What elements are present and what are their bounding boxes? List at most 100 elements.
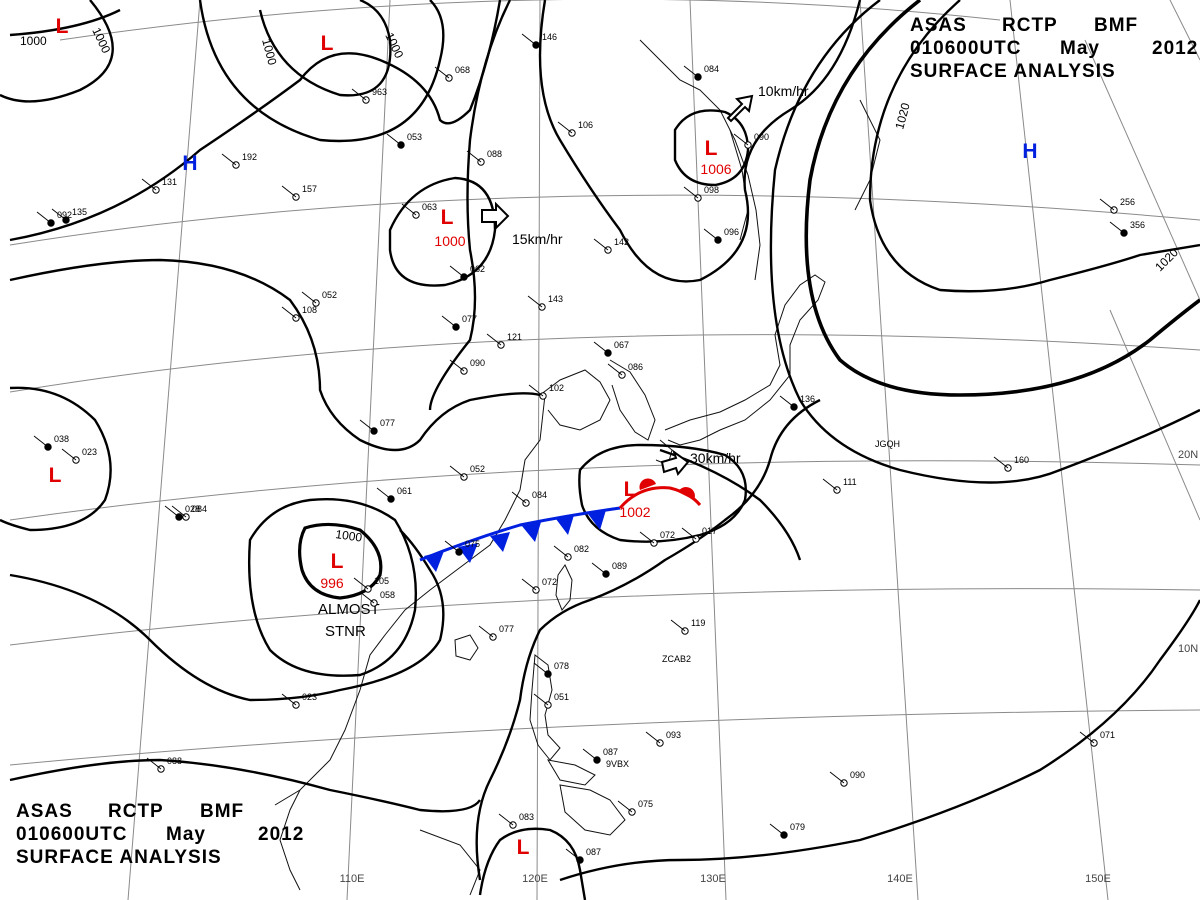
isobar-value-label: 1020 bbox=[892, 101, 913, 131]
station-wind-barb bbox=[670, 619, 686, 632]
station-wind-barb bbox=[376, 487, 392, 500]
meridian-150e bbox=[1009, 0, 1109, 900]
station-pressure-value: 098 bbox=[704, 185, 719, 195]
cold-front-barb bbox=[556, 515, 574, 535]
motion-arrow-ecs-low bbox=[660, 449, 690, 477]
stationary-note: ALMOST STNR bbox=[318, 601, 380, 640]
station-wind-barb bbox=[498, 813, 514, 826]
station-wind-barb bbox=[351, 88, 367, 101]
longitude-label: 120E bbox=[522, 873, 548, 885]
isobar-mid-continent bbox=[9, 258, 541, 452]
station-pressure-value: 136 bbox=[800, 394, 815, 404]
cold-front-barb bbox=[490, 532, 510, 552]
station-pressure-value: 087 bbox=[603, 747, 618, 757]
station-wind-barb bbox=[617, 800, 633, 813]
station-pressure-value: 105 bbox=[374, 576, 389, 586]
station-wind-barb bbox=[639, 531, 655, 544]
station-code-label: ZCAB2 bbox=[662, 654, 691, 664]
station-wind-barb bbox=[301, 291, 317, 304]
station-wind-barb bbox=[593, 341, 609, 354]
station-code-label: JGQH bbox=[875, 439, 900, 449]
station-pressure-value: 075 bbox=[465, 539, 480, 549]
station-wind-barb bbox=[164, 505, 180, 518]
datetime-year: 2012 bbox=[258, 824, 305, 845]
station-wind-barb bbox=[582, 748, 598, 761]
station-wind-barb bbox=[449, 265, 465, 278]
station-wind-barb bbox=[449, 465, 465, 478]
station-pressure-value: 067 bbox=[614, 340, 629, 350]
station-pressure-value: 078 bbox=[554, 661, 569, 671]
station-pressure-value: 090 bbox=[850, 770, 865, 780]
header-agency-row: ASAS RCTP BMF bbox=[16, 800, 304, 823]
station-wind-barb bbox=[51, 208, 67, 221]
motion-arrow-central-low bbox=[481, 201, 510, 231]
isobar-south-low bbox=[478, 827, 587, 900]
station-wind-barb bbox=[521, 578, 537, 591]
station-pressure-value: 084 bbox=[704, 64, 719, 74]
cold-front-barb bbox=[522, 522, 541, 542]
station-pressure-value: 083 bbox=[519, 812, 534, 822]
product-title: SURFACE ANALYSIS bbox=[16, 847, 222, 868]
isobar-nw-corner bbox=[9, 8, 121, 37]
station-wind-barb bbox=[466, 150, 482, 163]
station-pressure-value: 356 bbox=[1130, 220, 1145, 230]
stationary-note-line: STNR bbox=[325, 623, 366, 640]
isobar-nw-low-1 bbox=[0, 0, 114, 103]
low-pressure-symbol: L bbox=[321, 32, 334, 55]
parallel-0 bbox=[9, 709, 1200, 766]
isobar-north-low-inner bbox=[258, 0, 392, 97]
coast-indochina bbox=[279, 789, 301, 891]
motion-arrows bbox=[481, 94, 754, 477]
isobar-value-label: 1000 bbox=[382, 30, 406, 60]
cold-front bbox=[419, 506, 621, 572]
low-pressure-symbol: L bbox=[331, 550, 344, 573]
station-pressure-value: 052 bbox=[470, 464, 485, 474]
station-pressure-value: 090 bbox=[754, 132, 769, 142]
station-pressure-value: 135 bbox=[72, 207, 87, 217]
station-pressure-value: 077 bbox=[499, 624, 514, 634]
isobar-mid-ocean bbox=[659, 448, 802, 561]
datetime-month: May bbox=[1060, 38, 1100, 59]
station-wind-barb bbox=[221, 153, 237, 166]
station-wind-barb bbox=[1109, 221, 1125, 234]
station-pressure-value: 084 bbox=[192, 504, 207, 514]
station-pressure-value: 058 bbox=[380, 590, 395, 600]
parallel-10n bbox=[9, 588, 1200, 646]
isobar-north-low-outer bbox=[198, 0, 445, 143]
header-top-block: ASAS RCTP BMF 010600UTC May 2012 SURFACE ANA… bbox=[910, 14, 1198, 83]
warm-front bbox=[618, 478, 702, 509]
station-pressure-value: 052 bbox=[322, 290, 337, 300]
station-code: RCTP bbox=[108, 801, 164, 822]
station-pressure-value: 131 bbox=[162, 177, 177, 187]
warm-front-bulge bbox=[639, 478, 656, 490]
coast-mindanao bbox=[559, 784, 626, 836]
station-wind-barb bbox=[1079, 731, 1095, 744]
station-pressure-value: 072 bbox=[660, 530, 675, 540]
isobar-value-label: 1000 bbox=[259, 37, 280, 67]
station-pressure-value: 157 bbox=[302, 184, 317, 194]
station-wind-barb bbox=[36, 211, 52, 224]
station-wind-barb bbox=[444, 540, 460, 553]
station-codes: JGQH ZCAB2 9VBX bbox=[606, 439, 900, 769]
coast-korea bbox=[609, 359, 656, 441]
isobar-west-low bbox=[0, 386, 112, 532]
motion-speed-label: 15km/hr bbox=[512, 231, 563, 247]
station-pressure-value: 077 bbox=[380, 418, 395, 428]
station-wind-barb bbox=[359, 419, 375, 432]
motion-arrow-ne-low bbox=[726, 94, 754, 123]
station-wind-barb bbox=[146, 757, 162, 770]
meridian-110e bbox=[346, 0, 391, 900]
station-pressure-value: 089 bbox=[612, 561, 627, 571]
station-wind-barb bbox=[359, 591, 375, 604]
station-wind-barb bbox=[645, 731, 661, 744]
station-pressure-value: 051 bbox=[554, 692, 569, 702]
meridian-140e bbox=[859, 0, 919, 900]
isobar-south-big bbox=[9, 758, 481, 813]
station-pressure-value: 053 bbox=[407, 132, 422, 142]
coastlines bbox=[274, 39, 881, 896]
station-pressure-value: 068 bbox=[455, 65, 470, 75]
station-wind-barb bbox=[281, 693, 297, 706]
station-pressure-value: 079 bbox=[790, 822, 805, 832]
station-wind-barb bbox=[486, 333, 502, 346]
